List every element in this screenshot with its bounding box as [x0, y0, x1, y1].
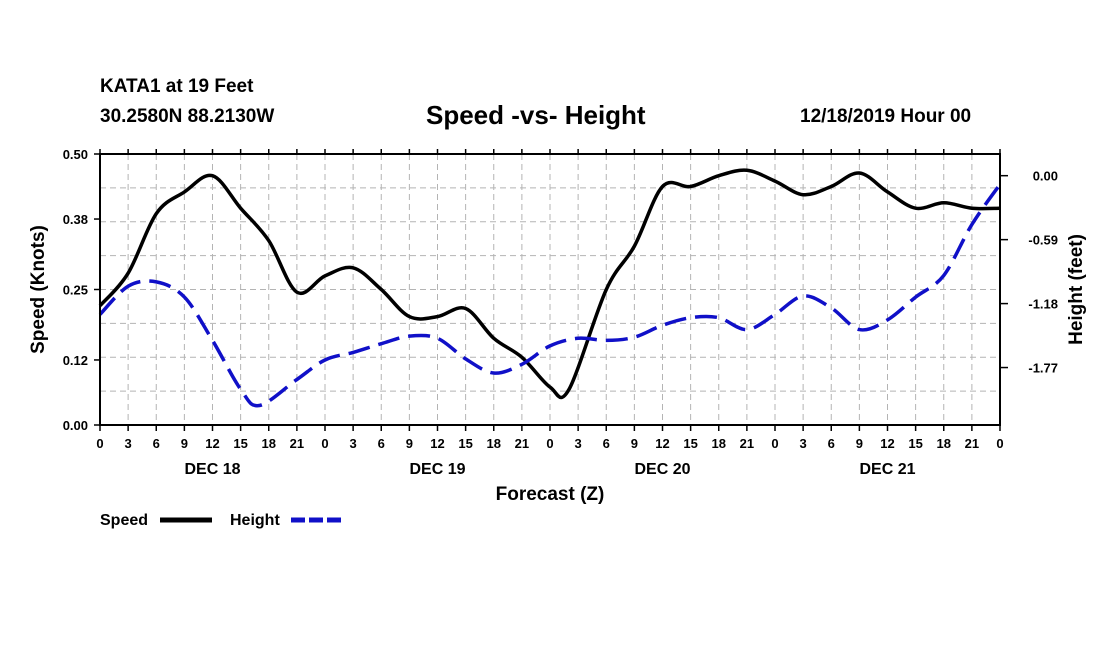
x-tick-label: 12	[205, 436, 219, 451]
y-axis-left-title: Speed (Knots)	[28, 225, 49, 354]
y-axis-right: 0.00 -0.59 -1.18 -1.77	[1000, 169, 1058, 376]
series-line-speed	[98, 168, 1001, 400]
legend: Speed Height	[100, 512, 343, 529]
x-tick-label: 0	[546, 436, 553, 451]
x-tick-label: 18	[487, 436, 501, 451]
x-tick-label: 18	[262, 436, 276, 451]
x-tick-label: 3	[800, 436, 807, 451]
x-tick-label: 0	[996, 436, 1003, 451]
x-tick-label: 0	[96, 436, 103, 451]
x-tick-label: 6	[153, 436, 160, 451]
x-tick-label: 9	[631, 436, 638, 451]
x-tick-label: 3	[575, 436, 582, 451]
y-left-tick-label: 0.12	[63, 353, 88, 368]
x-tick-label: 12	[655, 436, 669, 451]
x-tick-label: 3	[350, 436, 357, 451]
legend-speed-label: Speed	[100, 512, 148, 529]
station-label: KATA1 at 19 Feet	[100, 76, 254, 97]
y-right-tick-label: -1.77	[1028, 361, 1058, 376]
forecast-datetime: 12/18/2019 Hour 00	[800, 106, 972, 127]
x-tick-label: 6	[378, 436, 385, 451]
x-tick-label: 6	[828, 436, 835, 451]
x-tick-label: 15	[683, 436, 697, 451]
grid	[100, 154, 1000, 425]
x-tick-label: 0	[321, 436, 328, 451]
chart-title: Speed -vs- Height	[426, 100, 646, 130]
y-left-tick-label: 0.00	[63, 418, 88, 433]
y-axis-right-title: Height (feet)	[1066, 234, 1087, 345]
x-tick-label: 3	[125, 436, 132, 451]
x-tick-label: 15	[233, 436, 247, 451]
x-tick-label: 21	[290, 436, 304, 451]
day-label: DEC 20	[634, 461, 690, 478]
coordinates-label: 30.2580N 88.2130W	[100, 106, 275, 127]
x-tick-label: 12	[880, 436, 894, 451]
legend-height-label: Height	[230, 512, 280, 529]
x-tick-label: 15	[908, 436, 922, 451]
x-tick-label: 9	[406, 436, 413, 451]
y-axis-left: 0.00 0.12 0.25 0.38 0.50	[63, 147, 100, 433]
x-tick-label: 21	[515, 436, 529, 451]
y-right-tick-label: -0.59	[1028, 233, 1058, 248]
day-label: DEC 18	[184, 461, 240, 478]
y-left-tick-label: 0.38	[63, 212, 88, 227]
y-left-tick-label: 0.50	[63, 147, 88, 162]
x-tick-label: 0	[771, 436, 778, 451]
x-tick-label: 9	[181, 436, 188, 451]
y-right-tick-label: 0.00	[1033, 169, 1058, 184]
x-tick-label: 6	[603, 436, 610, 451]
x-axis: 0 3 6 9 12 15 18 21 0 3 6 9 12 15 18 21 0 3 6 9 12 15 18 21 0 3 6 9…	[96, 149, 1004, 478]
series-layer	[98, 168, 1002, 408]
x-tick-label: 9	[856, 436, 863, 451]
x-tick-label: 15	[458, 436, 472, 451]
x-axis-title: Forecast (Z)	[496, 484, 605, 505]
x-tick-label: 12	[430, 436, 444, 451]
y-right-tick-label: -1.18	[1028, 297, 1058, 312]
y-left-tick-label: 0.25	[63, 283, 88, 298]
day-label: DEC 21	[859, 461, 915, 478]
day-label: DEC 19	[409, 461, 465, 478]
x-tick-label: 18	[937, 436, 951, 451]
series-line-height	[98, 183, 1002, 408]
x-tick-label: 18	[712, 436, 726, 451]
x-tick-label: 21	[740, 436, 754, 451]
x-tick-label: 21	[965, 436, 979, 451]
